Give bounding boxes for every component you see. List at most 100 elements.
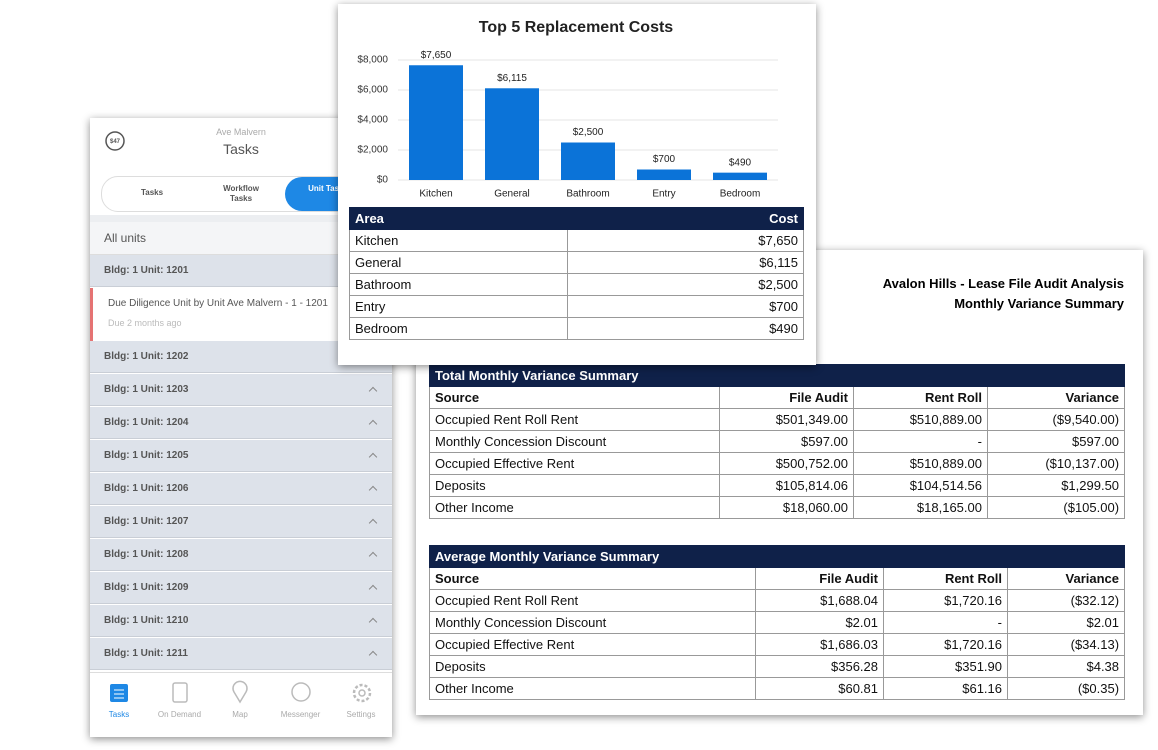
table-cell: $1,299.50 xyxy=(986,474,1126,497)
tab[interactable]: Tasks xyxy=(140,188,164,197)
report-subtitle: Monthly Variance Summary xyxy=(954,296,1124,311)
tab[interactable]: Unit Tasks xyxy=(308,184,348,193)
x-tick-label: Bedroom xyxy=(720,189,761,200)
bar xyxy=(637,169,691,180)
bar xyxy=(713,172,767,180)
unit-row[interactable]: Bldg: 1 Unit: 1204 xyxy=(90,407,392,439)
table-row: Occupied Effective Rent $500,752.00 $510,8… xyxy=(429,452,1126,475)
table-cell: General xyxy=(349,251,568,274)
table-row: Kitchen $7,650 xyxy=(349,229,804,252)
unit-row[interactable]: Bldg: 1 Unit: 1203 xyxy=(90,374,392,406)
nav-label[interactable]: Messenger xyxy=(280,710,321,719)
screen-title: Tasks xyxy=(223,141,259,157)
table-cell: $2.01 xyxy=(1006,611,1126,634)
table-cell: Monthly Concession Discount xyxy=(429,430,720,453)
value-label: $700 xyxy=(653,154,676,165)
table-cell: Deposits xyxy=(429,474,720,497)
nav-label[interactable]: On Demand xyxy=(157,710,202,719)
table-cell: $500,752.00 xyxy=(719,452,854,475)
column-header: Cost xyxy=(567,207,804,230)
unit-row[interactable]: Bldg: 1 Unit: 1206 xyxy=(90,473,392,505)
table-cell: ($9,540.00) xyxy=(986,408,1126,431)
table-row: Bedroom $490 xyxy=(349,317,804,340)
table-cell: $597.00 xyxy=(719,430,854,453)
table-cell: - xyxy=(853,430,988,453)
value-label: $6,115 xyxy=(497,73,527,84)
report-title: Avalon Hills - Lease File Audit Analysis xyxy=(882,276,1124,291)
table-row: Deposits $105,814.06 $104,514.56 $1,299.50 xyxy=(429,474,1126,497)
table-title: Total Monthly Variance Summary xyxy=(428,364,1126,387)
header-row: Source File Audit Rent Roll Variance xyxy=(429,567,1126,590)
table-cell: Deposits xyxy=(429,655,756,678)
unit-row[interactable]: Bldg: 1 Unit: 1210 xyxy=(90,605,392,637)
table-row: Other Income $60.81 $61.16 ($0.35) xyxy=(429,677,1126,700)
y-tick-label: $0 xyxy=(377,175,389,186)
table-cell: Occupied Rent Roll Rent xyxy=(429,589,756,612)
column-header: File Audit xyxy=(719,386,854,409)
table-cell: $2,500 xyxy=(567,273,804,296)
table-cell: Bathroom xyxy=(349,273,568,296)
table-row: Deposits $356.28 $351.90 $4.38 xyxy=(429,655,1126,678)
column-header: Rent Roll xyxy=(853,386,988,409)
table-cell: $1,688.04 xyxy=(755,589,884,612)
unit-row[interactable]: Bldg: 1 Unit: 1211 xyxy=(90,638,392,670)
table-cell: $18,060.00 xyxy=(719,496,854,519)
column-header: Source xyxy=(429,386,720,409)
table-cell: Occupied Rent Roll Rent xyxy=(429,408,720,431)
table-cell: $510,889.00 xyxy=(853,408,988,431)
nav-label[interactable]: Settings xyxy=(346,710,376,719)
table-row: Monthly Concession Discount $2.01- $2.01 xyxy=(429,611,1126,634)
unit-row[interactable]: Bldg: 1 Unit: 1207 xyxy=(90,506,392,538)
variance-table: Total Monthly Variance Summary Source File… xyxy=(428,364,1126,519)
header-row: Source File Audit Rent Roll Variance xyxy=(429,386,1126,409)
table-cell: $6,115 xyxy=(567,251,804,274)
table-cell: ($32.12) xyxy=(1006,589,1126,612)
bar xyxy=(561,142,615,180)
table-cell: $356.28 xyxy=(755,655,884,678)
table-row: Other Income $18,060.00 $18,165.00 ($105.00… xyxy=(429,496,1126,519)
unit-row[interactable]: Bldg: 1 Unit: 1208 xyxy=(90,539,392,571)
table-cell: Other Income xyxy=(429,496,720,519)
y-tick-label: $2,000 xyxy=(357,145,388,156)
table-cell: $700 xyxy=(567,295,804,318)
y-tick-label: $8,000 xyxy=(357,55,388,66)
chart-card: Top 5 Replacement Costs $0 $2,000 $4,000 $6… xyxy=(338,4,816,365)
table-cell: Occupied Effective Rent xyxy=(429,452,720,475)
table-title-row: Average Monthly Variance Summary xyxy=(428,545,1126,568)
column-header: Variance xyxy=(1006,567,1126,590)
nav-label[interactable]: Tasks xyxy=(108,710,130,719)
table-cell: $1,720.16 xyxy=(883,589,1008,612)
x-tick-label: General xyxy=(494,189,530,200)
bar xyxy=(485,88,539,180)
column-header: Area xyxy=(349,207,568,230)
badge: $47 xyxy=(110,139,121,145)
table-cell: $7,650 xyxy=(567,229,804,252)
x-tick-label: Entry xyxy=(652,189,675,200)
tab[interactable]: Workflow Tasks xyxy=(223,184,259,203)
table-cell: Entry xyxy=(349,295,568,318)
table-row: Occupied Rent Roll Rent $501,349.00 $510,8… xyxy=(429,408,1126,431)
cost-table: Area Cost Kitchen $7,650 General $6,115 Bathro… xyxy=(349,207,804,340)
column-header: Variance xyxy=(986,386,1126,409)
table-cell: Monthly Concession Discount xyxy=(429,611,756,634)
table-cell: $490 xyxy=(567,317,804,340)
bottom-nav xyxy=(90,672,392,737)
table-cell: $597.00 xyxy=(986,430,1126,453)
column-header: Source xyxy=(429,567,756,590)
table-cell: ($0.35) xyxy=(1006,677,1126,700)
table-row: Bathroom $2,500 xyxy=(349,273,804,296)
table-cell: $351.90 xyxy=(883,655,1008,678)
table-row: General $6,115 xyxy=(349,251,804,274)
unit-row[interactable]: Bldg: 1 Unit: 1205 xyxy=(90,440,392,472)
unit-row[interactable]: Bldg: 1 Unit: 1209 xyxy=(90,572,392,604)
table-row: Monthly Concession Discount $597.00- $597.… xyxy=(429,430,1126,453)
table-cell: ($10,137.00) xyxy=(986,452,1126,475)
value-label: $2,500 xyxy=(573,127,604,138)
nav-label[interactable]: Map xyxy=(232,710,248,719)
table-cell: $1,720.16 xyxy=(883,633,1008,656)
table-row: Entry $700 xyxy=(349,295,804,318)
value-label: $7,650 xyxy=(421,50,452,61)
average-table: Average Monthly Variance Summary Source Fi… xyxy=(428,545,1126,700)
table-cell: $18,165.00 xyxy=(853,496,988,519)
task-title: Due Diligence Unit by Unit Ave Malvern -… xyxy=(108,298,328,309)
